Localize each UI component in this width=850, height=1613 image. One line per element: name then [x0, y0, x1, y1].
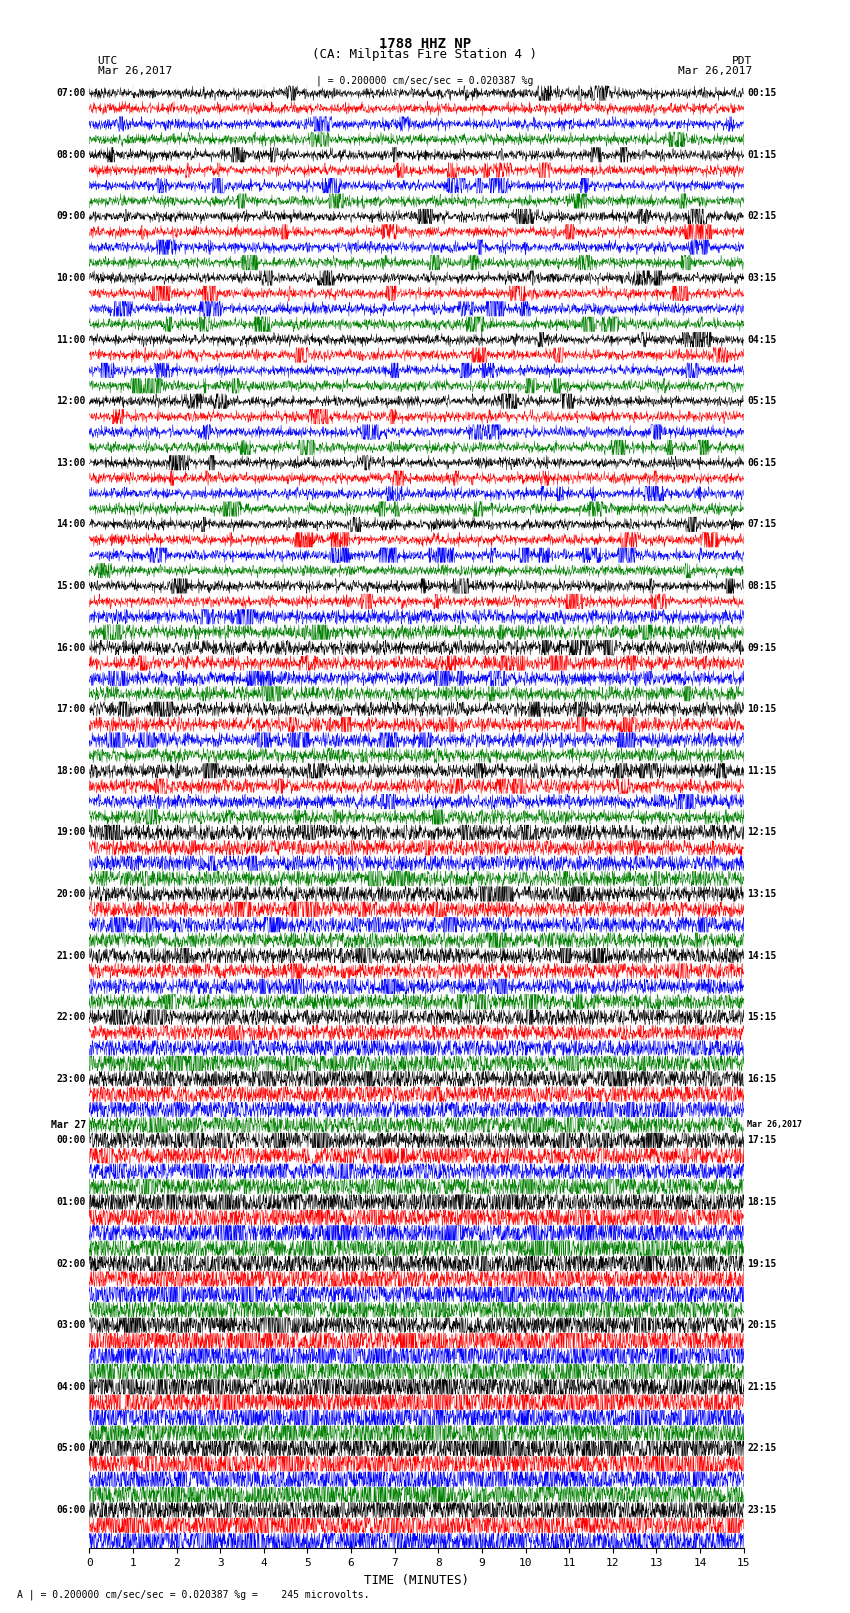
Text: Mar 26,2017: Mar 26,2017 [678, 66, 752, 76]
Text: 06:00: 06:00 [57, 1505, 86, 1515]
Text: 04:15: 04:15 [747, 334, 776, 345]
Text: 22:00: 22:00 [57, 1013, 86, 1023]
Text: Mar 27: Mar 27 [51, 1119, 86, 1131]
Text: UTC: UTC [98, 56, 118, 66]
Text: 14:00: 14:00 [57, 519, 86, 529]
Text: Mar 26,2017: Mar 26,2017 [98, 66, 172, 76]
Text: 05:15: 05:15 [747, 397, 776, 406]
Text: 07:00: 07:00 [57, 89, 86, 98]
Text: 22:15: 22:15 [747, 1444, 776, 1453]
Text: 17:00: 17:00 [57, 705, 86, 715]
Text: 02:00: 02:00 [57, 1258, 86, 1268]
Text: 00:15: 00:15 [747, 89, 776, 98]
Text: (CA: Milpitas Fire Station 4 ): (CA: Milpitas Fire Station 4 ) [313, 48, 537, 61]
Text: 08:00: 08:00 [57, 150, 86, 160]
X-axis label: TIME (MINUTES): TIME (MINUTES) [364, 1574, 469, 1587]
Text: 09:15: 09:15 [747, 642, 776, 653]
Text: 11:15: 11:15 [747, 766, 776, 776]
Text: 05:00: 05:00 [57, 1444, 86, 1453]
Text: 02:15: 02:15 [747, 211, 776, 221]
Text: Mar 26,2017: Mar 26,2017 [747, 1121, 802, 1129]
Text: 13:00: 13:00 [57, 458, 86, 468]
Text: 23:00: 23:00 [57, 1074, 86, 1084]
Text: 15:15: 15:15 [747, 1013, 776, 1023]
Text: 18:00: 18:00 [57, 766, 86, 776]
Text: 10:00: 10:00 [57, 273, 86, 282]
Text: 11:00: 11:00 [57, 334, 86, 345]
Text: 08:15: 08:15 [747, 581, 776, 590]
Text: 06:15: 06:15 [747, 458, 776, 468]
Text: 00:00: 00:00 [57, 1136, 86, 1145]
Text: 21:00: 21:00 [57, 950, 86, 961]
Text: 13:15: 13:15 [747, 889, 776, 898]
Text: 16:15: 16:15 [747, 1074, 776, 1084]
Text: 16:00: 16:00 [57, 642, 86, 653]
Text: 09:00: 09:00 [57, 211, 86, 221]
Text: 07:15: 07:15 [747, 519, 776, 529]
Text: 1788 HHZ NP: 1788 HHZ NP [379, 37, 471, 52]
Text: 12:15: 12:15 [747, 827, 776, 837]
Text: 03:15: 03:15 [747, 273, 776, 282]
Text: 10:15: 10:15 [747, 705, 776, 715]
Text: 03:00: 03:00 [57, 1319, 86, 1331]
Text: 01:15: 01:15 [747, 150, 776, 160]
Text: 15:00: 15:00 [57, 581, 86, 590]
Text: A | = 0.200000 cm/sec/sec = 0.020387 %g =    245 microvolts.: A | = 0.200000 cm/sec/sec = 0.020387 %g … [17, 1589, 370, 1600]
Text: 20:00: 20:00 [57, 889, 86, 898]
Text: 19:15: 19:15 [747, 1258, 776, 1268]
Text: 12:00: 12:00 [57, 397, 86, 406]
Text: 14:15: 14:15 [747, 950, 776, 961]
Text: 17:15: 17:15 [747, 1136, 776, 1145]
Text: 01:00: 01:00 [57, 1197, 86, 1207]
Text: | = 0.200000 cm/sec/sec = 0.020387 %g: | = 0.200000 cm/sec/sec = 0.020387 %g [316, 76, 534, 87]
Text: PDT: PDT [732, 56, 752, 66]
Text: 04:00: 04:00 [57, 1382, 86, 1392]
Text: 21:15: 21:15 [747, 1382, 776, 1392]
Text: 18:15: 18:15 [747, 1197, 776, 1207]
Text: 23:15: 23:15 [747, 1505, 776, 1515]
Text: 20:15: 20:15 [747, 1319, 776, 1331]
Text: 19:00: 19:00 [57, 827, 86, 837]
